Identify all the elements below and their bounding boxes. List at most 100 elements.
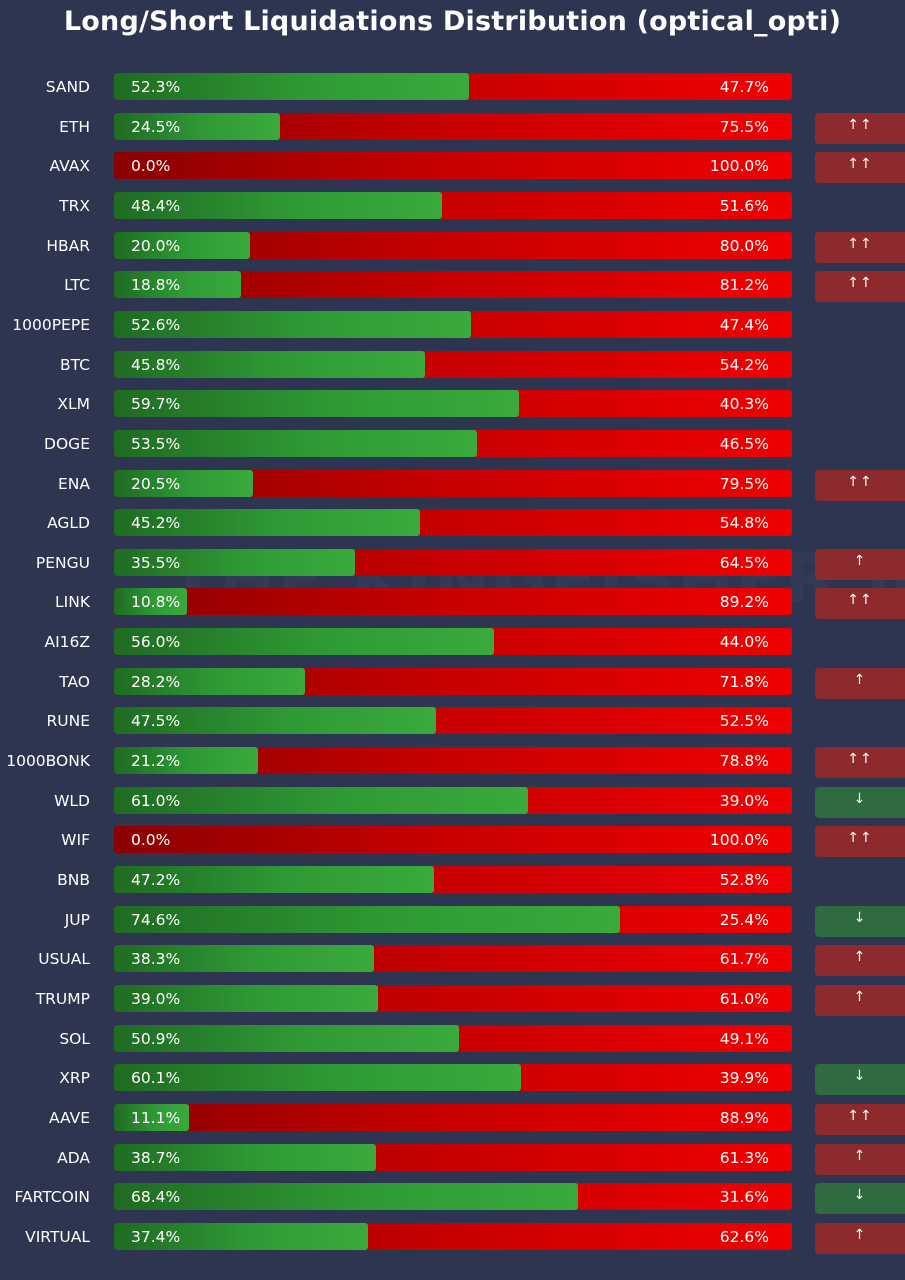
category-label: ADA bbox=[57, 1148, 90, 1167]
long-percent-label: 20.5% bbox=[131, 474, 181, 493]
short-bar: 47.5% 52.5% bbox=[114, 707, 792, 735]
short-bar: 74.6% 25.4% bbox=[114, 905, 792, 933]
category-label: AGLD bbox=[47, 514, 90, 533]
long-bar bbox=[114, 667, 306, 695]
short-bar: 56.0% 44.0% bbox=[114, 628, 792, 656]
long-bar bbox=[114, 191, 443, 219]
bar-row: BTC 45.8% 54.2% bbox=[0, 350, 905, 379]
short-percent-label: 47.4% bbox=[719, 315, 769, 334]
long-percent-label: 45.8% bbox=[131, 355, 181, 374]
category-label: BNB bbox=[57, 871, 90, 889]
short-bar: 50.9% 49.1% bbox=[114, 1024, 792, 1052]
short-bar: 24.5% 75.5% bbox=[114, 112, 792, 140]
long-percent-label: 11.1% bbox=[131, 1108, 181, 1127]
long-bar bbox=[114, 1024, 460, 1052]
arrow-up-icon: ↑ bbox=[815, 1143, 905, 1175]
arrow-up-icon: ↑↑ bbox=[815, 112, 905, 144]
category-label: DOGE bbox=[44, 434, 90, 453]
bar-row: LTC 18.8% 81.2% ↑↑ bbox=[0, 271, 905, 303]
bar-row: JUP 74.6% 25.4% ↓ bbox=[0, 905, 905, 937]
short-percent-label: 54.2% bbox=[719, 355, 769, 374]
long-percent-label: 37.4% bbox=[131, 1227, 181, 1246]
long-percent-label: 61.0% bbox=[131, 791, 181, 810]
long-bar bbox=[114, 786, 528, 814]
long-bar bbox=[114, 984, 379, 1012]
bar-row: HBAR 20.0% 80.0% ↑↑ bbox=[0, 231, 905, 263]
bar-row: RUNE 47.5% 52.5% bbox=[0, 707, 905, 735]
short-percent-label: 81.2% bbox=[719, 276, 769, 295]
short-percent-label: 54.8% bbox=[719, 514, 769, 533]
short-percent-label: 71.8% bbox=[719, 672, 769, 691]
arrow-up-icon: ↑ bbox=[815, 945, 905, 977]
bar-row: TAO 28.2% 71.8% ↑ bbox=[0, 667, 905, 699]
long-bar bbox=[114, 429, 477, 457]
category-label: LTC bbox=[64, 276, 90, 295]
arrow-up-icon: ↑↑ bbox=[815, 1103, 905, 1135]
long-percent-label: 10.8% bbox=[131, 593, 181, 612]
short-percent-label: 47.7% bbox=[719, 78, 769, 96]
short-bar: 48.4% 51.6% bbox=[114, 191, 792, 219]
bar-row: LINK 10.8% 89.2% ↑↑ bbox=[0, 588, 905, 620]
long-bar bbox=[114, 469, 253, 497]
short-bar: 52.6% 47.4% bbox=[114, 310, 792, 338]
long-bar bbox=[114, 390, 519, 418]
bar-row: ADA 38.7% 61.3% ↑ bbox=[0, 1143, 905, 1175]
category-label: XLM bbox=[57, 395, 90, 414]
short-bar: 11.1% 88.9% bbox=[114, 1103, 792, 1131]
bar-row: WLD 61.0% 39.0% ↓ bbox=[0, 786, 905, 818]
short-bar: 0.0% 100.0% bbox=[114, 826, 792, 854]
category-label: FARTCOIN bbox=[14, 1188, 91, 1207]
short-percent-label: 49.1% bbox=[719, 1029, 769, 1048]
long-bar bbox=[114, 310, 471, 338]
short-bar: 60.1% 39.9% bbox=[114, 1064, 792, 1092]
arrow-down-icon: ↓ bbox=[815, 905, 905, 937]
long-bar bbox=[114, 350, 425, 378]
long-percent-label: 52.3% bbox=[131, 78, 181, 96]
long-bar bbox=[114, 905, 620, 933]
short-percent-label: 52.5% bbox=[719, 712, 769, 731]
long-bar bbox=[114, 548, 355, 576]
arrow-up-icon: ↑ bbox=[815, 1222, 905, 1254]
short-percent-label: 61.3% bbox=[719, 1148, 769, 1167]
long-percent-label: 59.7% bbox=[131, 395, 181, 414]
bar-row: WIF 0.0% 100.0% ↑↑ bbox=[0, 826, 905, 858]
category-label: XRP bbox=[59, 1069, 90, 1088]
long-bar bbox=[114, 707, 437, 735]
short-bar: 35.5% 64.5% bbox=[114, 548, 792, 576]
bar-row: ETH 24.5% 75.5% ↑↑ bbox=[0, 112, 905, 144]
short-bar: 20.0% 80.0% bbox=[114, 231, 792, 259]
arrow-up-icon: ↑ bbox=[815, 667, 905, 699]
category-label: ETH bbox=[59, 117, 90, 136]
category-label: SAND bbox=[45, 78, 90, 96]
short-percent-label: 61.0% bbox=[719, 989, 769, 1008]
short-percent-label: 40.3% bbox=[719, 395, 769, 414]
bar-row: PENGU 35.5% 64.5% ↑ bbox=[0, 548, 905, 580]
long-percent-label: 20.0% bbox=[131, 236, 181, 255]
short-bar: 61.0% 39.0% bbox=[114, 786, 792, 814]
long-bar bbox=[114, 945, 374, 973]
category-label: RUNE bbox=[46, 712, 90, 731]
long-bar bbox=[114, 509, 421, 537]
bar-row: FARTCOIN 68.4% 31.6% ↓ bbox=[0, 1183, 905, 1215]
short-bar: 68.4% 31.6% bbox=[114, 1183, 792, 1211]
bar-row: ENA 20.5% 79.5% ↑↑ bbox=[0, 469, 905, 501]
category-label: LINK bbox=[55, 593, 90, 612]
long-bar bbox=[114, 1103, 190, 1131]
long-bar bbox=[114, 1143, 377, 1171]
long-percent-label: 21.2% bbox=[131, 752, 181, 771]
short-bar: 59.7% 40.3% bbox=[114, 390, 792, 418]
short-percent-label: 80.0% bbox=[719, 236, 769, 255]
short-bar: 0.0% 100.0% bbox=[114, 152, 792, 180]
long-percent-label: 53.5% bbox=[131, 434, 181, 453]
category-label: WIF bbox=[61, 831, 90, 850]
short-percent-label: 46.5% bbox=[719, 434, 769, 453]
arrow-up-icon: ↑↑ bbox=[815, 588, 905, 620]
short-bar: 45.2% 54.8% bbox=[114, 509, 792, 537]
short-bar: 20.5% 79.5% bbox=[114, 469, 792, 497]
category-label: AI16Z bbox=[44, 633, 90, 652]
bar-row: XLM 59.7% 40.3% bbox=[0, 390, 905, 418]
short-bar: 47.2% 52.8% bbox=[114, 866, 792, 893]
long-percent-label: 47.2% bbox=[131, 871, 181, 889]
short-percent-label: 39.9% bbox=[719, 1069, 769, 1088]
bar-row: AI16Z 56.0% 44.0% bbox=[0, 628, 905, 656]
